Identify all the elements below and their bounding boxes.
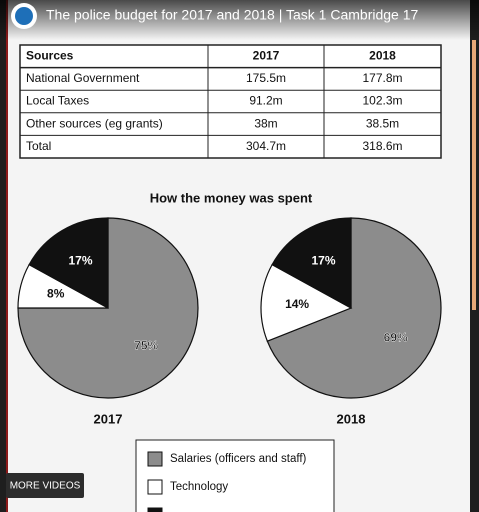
slice-label: 8% bbox=[47, 287, 65, 301]
legend-swatch bbox=[147, 507, 163, 512]
more-videos-button[interactable] bbox=[6, 473, 84, 498]
legend-label: Salaries (officers and staff) bbox=[170, 453, 307, 465]
table-cell: National Government bbox=[26, 71, 140, 85]
pie-slice bbox=[260, 263, 353, 342]
table-frame bbox=[19, 44, 442, 159]
table-cell: Other sources (eg grants) bbox=[26, 116, 163, 130]
figure-title: How the money was spent bbox=[150, 190, 313, 205]
table-cell: 304.7m bbox=[246, 139, 286, 153]
table-cell: 177.8m bbox=[362, 71, 402, 85]
title-bar bbox=[0, 0, 479, 40]
table-cell: Local Taxes bbox=[26, 94, 89, 108]
table-cell: 175.5m bbox=[246, 71, 286, 85]
slice-label: 69% bbox=[384, 331, 408, 345]
slice-label: 14% bbox=[285, 297, 309, 311]
more-videos-label[interactable]: MORE VIDEOS bbox=[10, 481, 81, 492]
video-title[interactable]: The police budget for 2017 and 2018 | Ta… bbox=[46, 7, 419, 23]
legend-swatch bbox=[147, 451, 163, 467]
slice-label: 75% bbox=[134, 338, 158, 352]
pie-slice bbox=[266, 217, 442, 399]
channel-logo-inner bbox=[15, 7, 33, 25]
legend-entries: Salaries (officers and staff) Technology bbox=[147, 451, 307, 512]
table-cell: 38.5m bbox=[366, 116, 399, 130]
legend bbox=[135, 439, 335, 512]
table-cell: 318.6m bbox=[362, 139, 402, 153]
table-cell: 102.3m bbox=[362, 94, 402, 108]
right-edge bbox=[472, 40, 476, 310]
header-cell: 2018 bbox=[369, 48, 396, 62]
slice-label: 17% bbox=[311, 254, 335, 268]
pie-title: 2017 bbox=[94, 411, 123, 426]
slice-label: 17% bbox=[68, 254, 92, 268]
header-cell: Sources bbox=[26, 48, 74, 62]
legend-swatch bbox=[147, 479, 163, 495]
legend-label: Technology bbox=[170, 481, 228, 493]
pies: 75% 8% 17% 2017 69% 14% 17% 2018 bbox=[17, 217, 442, 426]
pie-title: 2018 bbox=[337, 411, 366, 426]
pie-slice bbox=[28, 217, 109, 310]
table-cell: Total bbox=[26, 139, 51, 153]
table: Sources 2017 2018 National Government 175.5m… bbox=[19, 44, 442, 159]
header-cell: 2017 bbox=[253, 48, 280, 62]
table-cell: 38m bbox=[254, 116, 277, 130]
table-cell: 91.2m bbox=[249, 94, 282, 108]
pie-slice bbox=[271, 217, 352, 310]
left-edge bbox=[6, 0, 8, 512]
